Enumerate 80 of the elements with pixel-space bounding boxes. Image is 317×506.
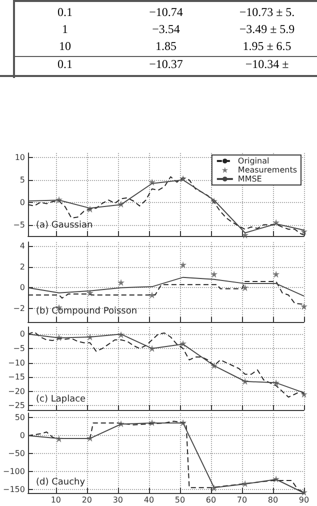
x-tick-label: 10 — [50, 496, 62, 504]
point — [56, 196, 63, 204]
point — [180, 340, 187, 348]
y-tick-label: 0 — [20, 330, 25, 339]
y-tick-label: −150 — [3, 484, 25, 494]
point — [56, 435, 63, 442]
point — [148, 178, 156, 186]
text: 0.1 — [56, 5, 74, 21]
point — [300, 302, 308, 310]
point — [210, 198, 218, 205]
point — [210, 270, 218, 278]
point — [272, 219, 280, 226]
point — [242, 284, 249, 292]
text: 1.85 — [154, 39, 178, 55]
text: −3.49 ± 5.9 — [238, 22, 296, 38]
point — [210, 484, 218, 492]
point — [86, 206, 94, 213]
y-tick-label: 50 — [14, 413, 25, 422]
text: 1 — [61, 22, 69, 38]
point — [180, 261, 187, 268]
y-tick-label: 0 — [20, 283, 25, 292]
text: (a) Gaussian — [36, 220, 93, 230]
text: −10.73 ± 5. — [238, 5, 296, 21]
y-tick-label: −50 — [8, 449, 25, 458]
y-tick-label: 2 — [20, 262, 25, 272]
point — [148, 291, 156, 298]
text: −10.74 — [148, 5, 184, 21]
x-tick-label: 50 — [174, 496, 186, 504]
legend-label: MMSE — [238, 174, 262, 184]
y-tick-label: −100 — [3, 466, 25, 476]
y-tick-label: 0 — [20, 431, 25, 440]
text: (b) Compound Poisson — [36, 306, 138, 316]
x-tick-label: 60 — [206, 496, 216, 504]
text: 1.95 ± 6.5 — [242, 39, 292, 55]
x-tick-label: 20 — [82, 496, 92, 504]
point — [118, 331, 125, 338]
point — [242, 232, 249, 239]
x-tick-label: 40 — [144, 496, 154, 504]
y-tick-label: −25 — [8, 401, 25, 410]
y-tick-label: 5 — [20, 175, 25, 184]
point — [118, 200, 125, 208]
point — [242, 378, 249, 385]
point — [210, 362, 218, 370]
point — [272, 476, 280, 483]
y-tick-label: −10 — [8, 358, 25, 368]
point — [86, 334, 94, 341]
y-tick-label: 4 — [20, 242, 25, 251]
point — [86, 434, 94, 442]
y-tick-label: −2 — [13, 304, 25, 313]
y-tick-label: −20 — [8, 386, 25, 396]
y-tick-label: 10 — [14, 152, 25, 162]
legend-label: Measurements — [238, 166, 298, 174]
text: −10.37 — [115, 56, 217, 73]
text: 10 — [58, 39, 72, 55]
point — [242, 480, 249, 488]
point — [272, 270, 280, 278]
text: −3.54 — [151, 22, 181, 38]
x-tick-label: 80 — [268, 496, 278, 504]
x-tick-label: 70 — [236, 496, 248, 504]
y-tick-label: −5 — [13, 220, 25, 230]
point — [180, 175, 187, 182]
point — [300, 390, 308, 398]
x-tick-label: 90 — [298, 496, 310, 504]
text: −10.34 ± — [217, 56, 317, 73]
text: 0.1 — [15, 56, 115, 73]
x-tick-label: 30 — [112, 496, 124, 504]
y-tick-label: −15 — [8, 372, 25, 382]
point — [118, 279, 125, 286]
point — [56, 334, 63, 342]
point — [86, 289, 94, 296]
point — [148, 344, 156, 352]
y-tick-label: 0 — [20, 198, 25, 207]
point — [272, 379, 280, 386]
text: (c) Laplace — [36, 394, 86, 404]
y-tick-label: −5 — [13, 344, 25, 353]
point — [148, 419, 156, 426]
legend-label: Original — [238, 156, 270, 166]
line-series — [28, 276, 304, 297]
text: (d) Cauchy — [36, 478, 86, 488]
point — [118, 420, 125, 428]
